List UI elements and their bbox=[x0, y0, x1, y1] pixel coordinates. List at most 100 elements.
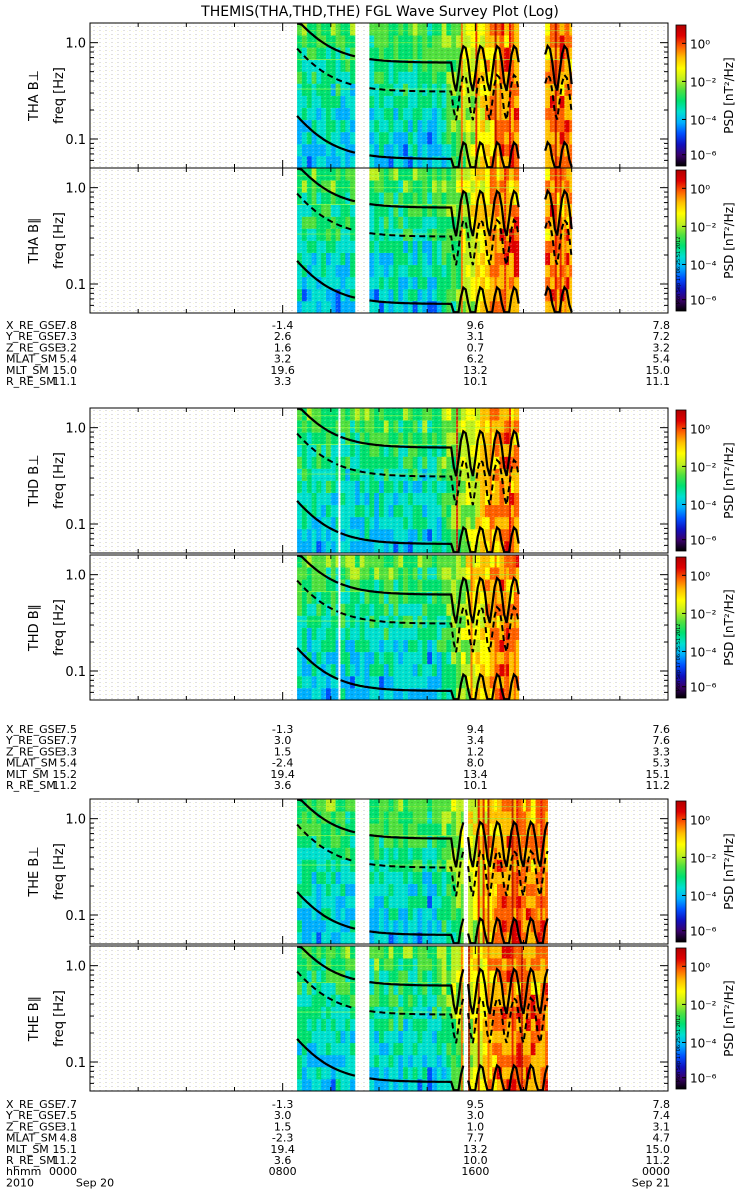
ephemeris-value: 11.1 bbox=[646, 375, 671, 388]
colorbar-tick-label: 10⁰ bbox=[690, 37, 710, 51]
colorbar bbox=[675, 800, 687, 943]
ephemeris-value: 11.2 bbox=[53, 1154, 78, 1167]
solid-overlay-line bbox=[297, 167, 573, 237]
colorbar-tick-label: 10⁻⁶ bbox=[690, 1072, 717, 1086]
dashed-overlay-line bbox=[296, 432, 520, 506]
colorbar-tick-label: 10⁻⁴ bbox=[690, 889, 717, 903]
colorbar-tick-label: 10⁻² bbox=[690, 998, 717, 1012]
ephemeris-value: 19.4 bbox=[270, 768, 295, 781]
solid-overlay-line bbox=[297, 554, 520, 624]
ephemeris-value: 0000 bbox=[642, 1165, 670, 1178]
timestamp-stamp: Mon Sep 17 06:25:51 2012 bbox=[676, 1015, 682, 1083]
texture-overlay bbox=[90, 168, 668, 313]
colorbar bbox=[675, 169, 687, 312]
colorbar-tick-label: 10⁻⁶ bbox=[690, 681, 717, 695]
y-tick-label: 0.1 bbox=[65, 665, 86, 680]
panel-title: THE B∥ bbox=[27, 996, 42, 1042]
ephemeris-label: R_RE_SM bbox=[6, 779, 56, 792]
dashed-overlay-line bbox=[296, 192, 573, 266]
ephemeris-value: 7.3 bbox=[60, 330, 78, 343]
colorbar-tick-label: 10⁰ bbox=[690, 960, 710, 974]
y-tick-label: 0.1 bbox=[65, 1056, 86, 1071]
colorbar-tick-label: 10⁰ bbox=[690, 813, 710, 827]
ephemeris-value: 5.4 bbox=[60, 757, 78, 770]
colorbar-tick-label: 10⁰ bbox=[690, 422, 710, 436]
ephemeris-value: 11.1 bbox=[53, 375, 78, 388]
ephemeris-value: 7.2 bbox=[653, 330, 671, 343]
colorbar bbox=[675, 24, 687, 167]
spectrogram-panel-5: 1.0 0.1 THE B⊥ freq [Hz] 10⁰ 10⁻² 10⁻⁴ 10⁻⁶ PSD … bbox=[27, 798, 736, 945]
dashed-overlay-line bbox=[296, 970, 549, 1044]
ephemeris-value: 3.4 bbox=[467, 734, 485, 747]
colorbar-tick-label: 10⁻² bbox=[690, 75, 717, 89]
colorbar-tick-label: 10⁻⁶ bbox=[690, 149, 717, 163]
ephemeris-value: 3.1 bbox=[60, 1120, 78, 1133]
solid-overlay-line bbox=[296, 1038, 549, 1092]
solid-overlay-line bbox=[296, 647, 520, 701]
ephemeris-value: 1.6 bbox=[274, 341, 292, 354]
ephemeris-value: 1.5 bbox=[274, 745, 292, 758]
solid-overlay-line bbox=[296, 115, 573, 169]
ephemeris-value: 7.8 bbox=[60, 319, 78, 332]
y-tick-label: 0.1 bbox=[65, 518, 86, 533]
ephemeris-value: 13.4 bbox=[463, 768, 488, 781]
ephemeris-value: 0.7 bbox=[467, 341, 485, 354]
colorbar-tick-label: 10⁻⁴ bbox=[690, 498, 717, 512]
panel-title: THE B⊥ bbox=[27, 846, 42, 897]
ephemeris-value: 10.1 bbox=[463, 375, 488, 388]
solid-overlay-line bbox=[296, 500, 520, 554]
ephemeris-value: 9.6 bbox=[467, 319, 485, 332]
ephemeris-value: 5.3 bbox=[653, 757, 671, 770]
ephemeris-value: -1.4 bbox=[272, 319, 293, 332]
spectrogram-panel-4: 1.0 0.1 THD B∥ freq [Hz] 10⁰ 10⁻² 10⁻⁴ 10⁻⁶ PSD … bbox=[27, 554, 736, 701]
ephemeris-value: 11.2 bbox=[646, 779, 671, 792]
ephemeris-value: 3.1 bbox=[653, 1120, 671, 1133]
y-tick-label: 1.0 bbox=[65, 182, 86, 197]
ephemeris-value: 3.0 bbox=[467, 1109, 485, 1122]
ephemeris-value: 0800 bbox=[269, 1165, 297, 1178]
y-axis-label: freq [Hz] bbox=[52, 67, 67, 124]
ephemeris-label: R_RE_SM bbox=[6, 1154, 56, 1167]
ephemeris-value: 7.5 bbox=[60, 723, 78, 736]
colorbar-tick-label: 10⁻⁴ bbox=[690, 1036, 717, 1050]
colorbar-tick-label: 10⁻⁶ bbox=[690, 534, 717, 548]
y-tick-label: 1.0 bbox=[65, 960, 86, 975]
ephemeris-value: 9.5 bbox=[467, 1098, 485, 1111]
ephemeris-value: 10.0 bbox=[463, 1154, 488, 1167]
dashed-overlay-line bbox=[296, 823, 549, 897]
panel-title: THD B⊥ bbox=[27, 454, 42, 507]
solid-overlay-line bbox=[296, 260, 573, 314]
ephemeris-label: MLT_SM bbox=[6, 768, 49, 781]
spectrogram-panel-1: 1.0 0.1 THA B⊥ freq [Hz] 10⁰ 10⁻² 10⁻⁴ 10⁻⁶ PSD … bbox=[27, 22, 736, 169]
ephemeris-value: 15.1 bbox=[53, 1143, 78, 1156]
ephemeris-value: 7.8 bbox=[653, 1098, 671, 1111]
ephemeris-value: 1.5 bbox=[274, 1120, 292, 1133]
ephemeris-label: Z_RE_GSE bbox=[6, 1120, 62, 1133]
solid-overlay-line bbox=[297, 407, 520, 477]
ephemeris-value: 3.3 bbox=[60, 745, 78, 758]
panel-title: THA B⊥ bbox=[27, 70, 42, 122]
ephemeris-value: -1.3 bbox=[272, 723, 293, 736]
ephemeris-label: MLT_SM bbox=[6, 364, 49, 377]
spectrogram-panel-2: 1.0 0.1 THA B∥ freq [Hz] 10⁰ 10⁻² 10⁻⁴ 10⁻⁶ PSD … bbox=[27, 167, 736, 314]
ephemeris-value: 15.0 bbox=[53, 364, 78, 377]
ephemeris-value: 7.4 bbox=[653, 1109, 671, 1122]
y-axis-label: freq [Hz] bbox=[52, 990, 67, 1047]
spectrogram-panel-6: 1.0 0.1 THE B∥ freq [Hz] 10⁰ 10⁻² 10⁻⁴ 10⁻⁶ PSD … bbox=[27, 945, 736, 1092]
timestamp-stamp: Mon Sep 17 06:25:51 2012 bbox=[676, 237, 682, 305]
ephemeris-value: 3.6 bbox=[274, 779, 292, 792]
spectrogram-panel-3: 1.0 0.1 THD B⊥ freq [Hz] 10⁰ 10⁻² 10⁻⁴ 10⁻⁶ PSD … bbox=[27, 407, 736, 554]
solid-overlay-line bbox=[296, 891, 549, 945]
date-start: Sep 20 bbox=[76, 1176, 114, 1189]
ephemeris-label: MLAT_SM bbox=[6, 757, 57, 770]
ephemeris-value: 2.6 bbox=[274, 330, 292, 343]
texture-overlay bbox=[90, 408, 668, 553]
colorbar-tick-label: 10⁻⁴ bbox=[690, 645, 717, 659]
ephemeris-value: 3.0 bbox=[274, 1109, 292, 1122]
ephemeris-label: X_RE_GSE bbox=[6, 1098, 62, 1111]
ephemeris-value: 7.7 bbox=[467, 1132, 485, 1145]
date-year: 2010 bbox=[6, 1176, 34, 1189]
ephemeris-value: 3.3 bbox=[653, 745, 671, 758]
ephemeris-value: 15.2 bbox=[53, 768, 78, 781]
